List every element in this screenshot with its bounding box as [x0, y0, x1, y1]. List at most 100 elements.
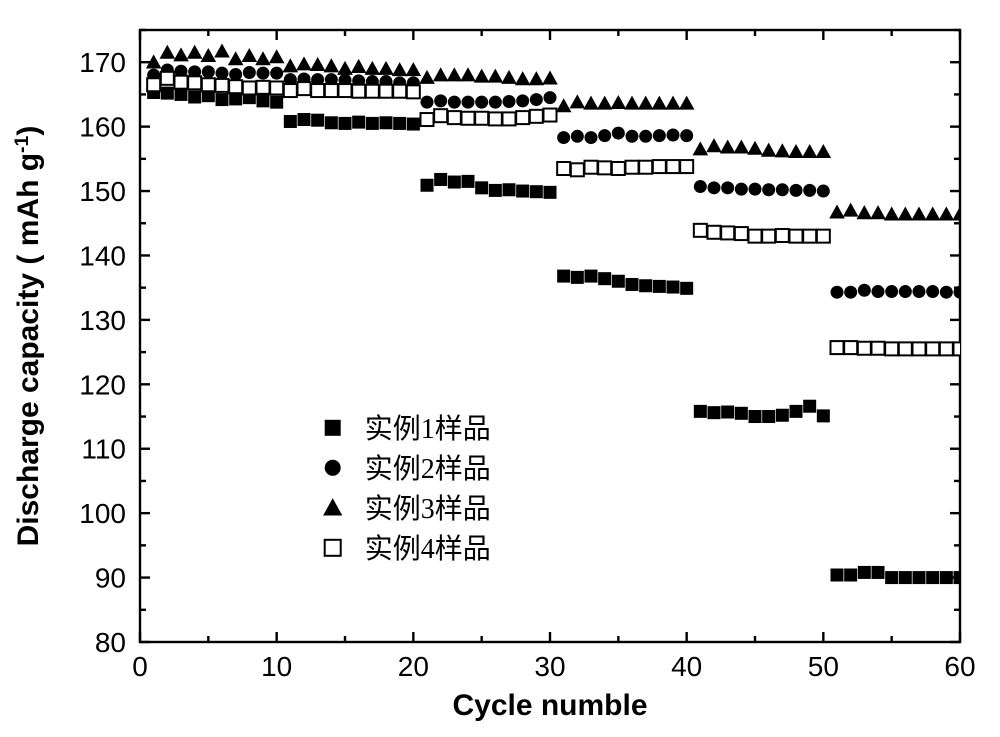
- marker-open-square: [175, 76, 188, 89]
- marker-circle: [530, 93, 543, 106]
- marker-square: [339, 117, 352, 130]
- marker-square: [653, 280, 666, 293]
- marker-square: [735, 407, 748, 420]
- chart-container: 0102030405060809010011012013014015016017…: [0, 0, 1000, 737]
- marker-open-square: [188, 76, 201, 89]
- marker-square: [557, 270, 570, 283]
- marker-circle: [448, 96, 461, 109]
- marker-circle: [790, 184, 803, 197]
- marker-circle: [749, 183, 762, 196]
- marker-circle: [831, 286, 844, 299]
- marker-square: [503, 183, 516, 196]
- marker-square: [680, 282, 693, 295]
- marker-circle: [899, 285, 912, 298]
- marker-open-square: [926, 342, 939, 355]
- marker-open-square: [229, 80, 242, 93]
- marker-circle: [872, 285, 885, 298]
- marker-open-square: [885, 342, 898, 355]
- marker-open-square: [475, 112, 488, 125]
- legend-label: 实例4样品: [365, 533, 491, 565]
- marker-square: [598, 272, 611, 285]
- marker-open-square: [557, 162, 570, 175]
- marker-circle: [940, 286, 953, 299]
- marker-circle: [462, 96, 475, 109]
- marker-circle: [667, 129, 680, 142]
- marker-square: [544, 186, 557, 199]
- marker-open-square: [667, 160, 680, 173]
- y-tick-label: 80: [95, 627, 126, 658]
- marker-circle: [475, 96, 488, 109]
- y-tick-label: 100: [79, 498, 126, 529]
- marker-open-square: [503, 112, 516, 125]
- marker-square: [626, 278, 639, 291]
- marker-circle: [708, 181, 721, 194]
- legend-label: 实例1样品: [365, 413, 491, 445]
- marker-open-square: [598, 161, 611, 174]
- marker-open-square: [380, 85, 393, 98]
- marker-circle: [325, 460, 341, 476]
- marker-open-square: [790, 230, 803, 243]
- marker-open-square: [243, 81, 256, 94]
- marker-square: [188, 90, 201, 103]
- marker-square: [489, 184, 502, 197]
- marker-square: [352, 116, 365, 129]
- marker-square: [448, 176, 461, 189]
- marker-square: [284, 115, 297, 128]
- x-tick-label: 0: [132, 651, 148, 682]
- marker-open-square: [913, 342, 926, 355]
- x-tick-label: 50: [808, 651, 839, 682]
- marker-square: [831, 569, 844, 582]
- marker-circle: [885, 285, 898, 298]
- marker-open-square: [776, 229, 789, 242]
- marker-square: [366, 117, 379, 130]
- marker-circle: [598, 129, 611, 142]
- marker-circle: [858, 284, 871, 297]
- y-tick-label: 110: [81, 434, 126, 465]
- x-tick-label: 60: [944, 651, 975, 682]
- marker-circle: [585, 131, 598, 144]
- marker-circle: [680, 129, 693, 142]
- marker-circle: [776, 183, 789, 196]
- marker-open-square: [325, 540, 341, 556]
- marker-square: [872, 566, 885, 579]
- marker-square: [776, 409, 789, 422]
- y-tick-label: 160: [79, 112, 126, 143]
- marker-circle: [735, 183, 748, 196]
- marker-open-square: [585, 161, 598, 174]
- marker-square: [257, 94, 270, 107]
- marker-square: [407, 118, 420, 131]
- marker-square: [817, 409, 830, 422]
- marker-open-square: [407, 85, 420, 98]
- x-tick-label: 20: [398, 651, 429, 682]
- marker-square: [393, 117, 406, 130]
- marker-open-square: [735, 227, 748, 240]
- marker-square: [516, 185, 529, 198]
- y-tick-label: 170: [79, 47, 126, 78]
- marker-circle: [489, 96, 502, 109]
- marker-square: [762, 410, 775, 423]
- marker-circle: [434, 94, 447, 107]
- marker-circle: [229, 68, 242, 81]
- marker-open-square: [161, 72, 174, 85]
- marker-open-square: [858, 342, 871, 355]
- marker-open-square: [462, 112, 475, 125]
- marker-open-square: [612, 162, 625, 175]
- marker-circle: [202, 65, 215, 78]
- marker-square: [270, 96, 283, 109]
- marker-square: [175, 88, 188, 101]
- marker-square: [571, 271, 584, 284]
- marker-square: [913, 571, 926, 584]
- legend-label: 实例2样品: [365, 453, 491, 485]
- marker-open-square: [762, 230, 775, 243]
- marker-square: [311, 114, 324, 127]
- marker-open-square: [708, 226, 721, 239]
- marker-circle: [844, 286, 857, 299]
- x-tick-label: 30: [534, 651, 565, 682]
- marker-circle: [721, 181, 734, 194]
- marker-open-square: [516, 111, 529, 124]
- marker-open-square: [749, 230, 762, 243]
- marker-circle: [803, 184, 816, 197]
- marker-open-square: [817, 230, 830, 243]
- marker-open-square: [899, 342, 912, 355]
- marker-circle: [544, 91, 557, 104]
